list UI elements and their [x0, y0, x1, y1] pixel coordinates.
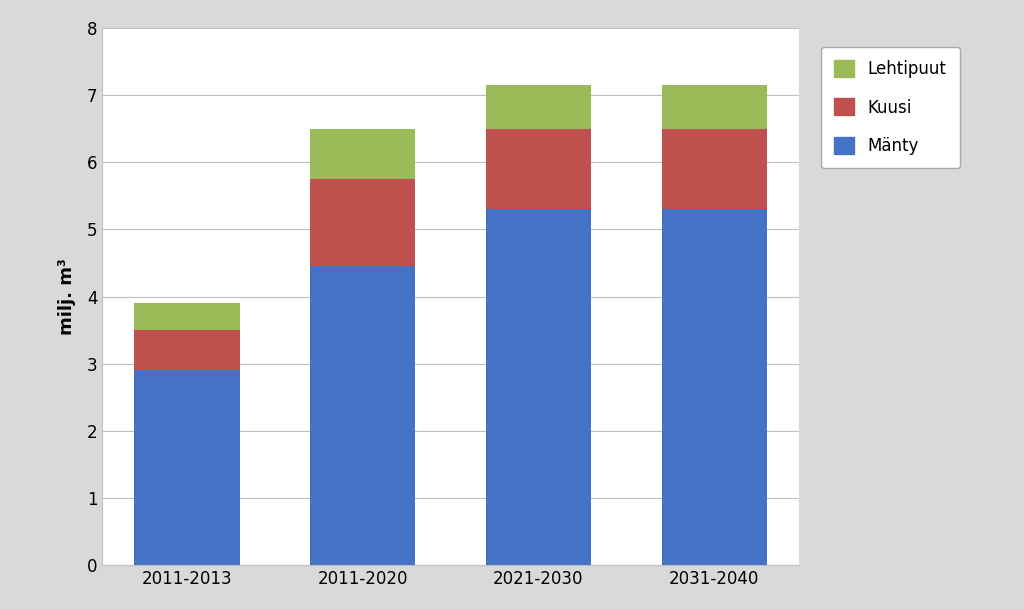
Bar [662, 209, 767, 565]
Y-axis label: milj. m³: milj. m³ [57, 258, 76, 335]
Bar [662, 128, 767, 209]
Bar [485, 128, 591, 209]
Bar [310, 179, 416, 266]
Legend: Lehtipuut, Kuusi, Mänty: Lehtipuut, Kuusi, Mänty [821, 47, 959, 168]
Bar [662, 85, 767, 128]
Bar [134, 370, 240, 565]
Bar [310, 266, 416, 565]
Bar [134, 330, 240, 370]
Bar [485, 209, 591, 565]
Bar [310, 128, 416, 179]
Bar [485, 85, 591, 128]
Bar [134, 303, 240, 330]
